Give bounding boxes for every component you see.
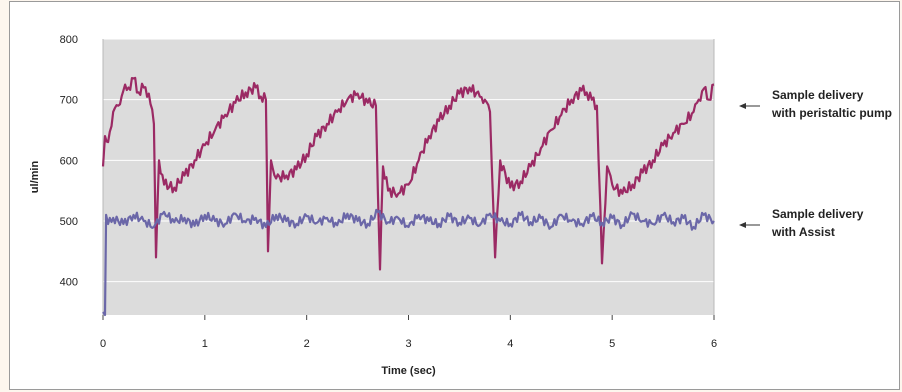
plot-area [103,39,714,315]
legend-arrow-head [739,222,746,228]
chart-frame: 400 500 600 700 800 0 1 2 3 4 5 6 Time (sec) ul/mi… [9,1,900,390]
legend-label: Sample delivery [772,88,864,102]
y-tick-label: 700 [60,95,78,107]
y-tick-label: 600 [60,155,78,167]
x-tick-label: 3 [405,338,411,350]
series-layer [101,76,715,317]
legend-label: with Assist [771,225,835,239]
x-tick-label: 4 [507,338,513,350]
x-axis-label: Time (sec) [381,365,436,377]
legend: Sample delivery with peristaltic pump Samp… [739,88,892,239]
legend-label: with peristaltic pump [771,106,892,120]
series-line-assist [102,208,715,317]
y-axis-label: ul/min [29,161,41,194]
y-tick-label: 500 [60,216,78,228]
line-chart: 400 500 600 700 800 0 1 2 3 4 5 6 Time (sec) ul/mi… [29,34,892,377]
x-tick-label: 5 [609,338,615,350]
legend-label: Sample delivery [772,207,864,221]
x-axis-ticks: 0 1 2 3 4 5 6 [100,315,717,350]
y-axis-ticks: 400 500 600 700 800 [60,34,78,289]
series-line-peristaltic [101,76,715,271]
x-tick-label: 0 [100,338,106,350]
y-tick-label: 400 [60,277,78,289]
x-tick-label: 2 [304,338,310,350]
x-tick-label: 1 [202,338,208,350]
legend-arrow-head [739,103,746,109]
gridlines [102,38,715,315]
x-tick-label: 6 [711,338,717,350]
y-tick-label: 800 [60,34,78,46]
